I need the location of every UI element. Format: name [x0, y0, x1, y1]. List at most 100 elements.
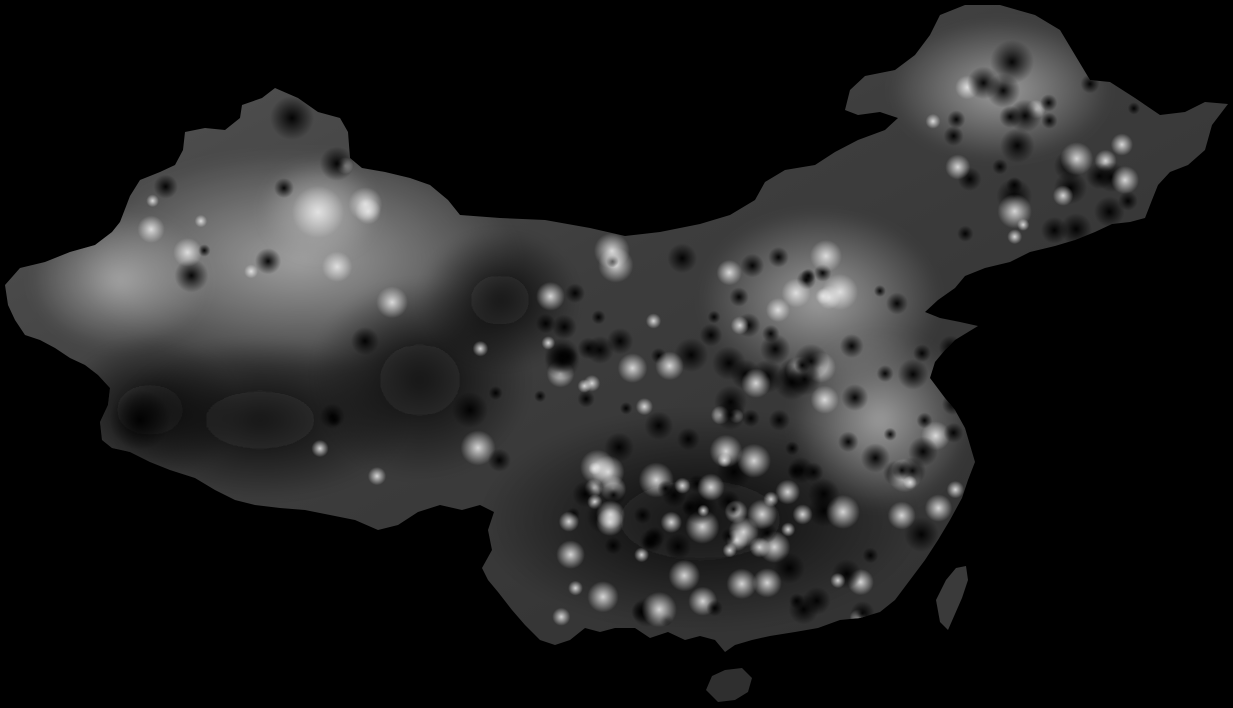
station-hotspot-low	[586, 336, 614, 364]
station-hotspot-high	[945, 154, 971, 180]
station-hotspot-low	[742, 409, 760, 428]
station-hotspot-high	[674, 477, 691, 494]
station-hotspot-low	[883, 427, 897, 441]
station-hotspot-low	[990, 40, 1034, 84]
station-hotspot-low	[535, 313, 556, 334]
station-hotspot-low	[904, 517, 939, 552]
station-hotspot-low	[897, 358, 929, 390]
station-hotspot-low	[644, 411, 674, 441]
station-hotspot-low	[664, 533, 692, 560]
station-hotspot-high	[641, 591, 677, 628]
station-hotspot-low	[768, 409, 790, 431]
station-hotspot-low	[740, 253, 765, 278]
station-hotspot-low	[1127, 102, 1141, 115]
station-hotspot-high	[1110, 133, 1133, 156]
station-hotspot-high	[717, 453, 732, 468]
station-hotspot-high	[596, 508, 624, 536]
station-hotspot-low	[577, 390, 595, 408]
station-hotspot-low	[706, 599, 723, 617]
station-hotspot-high	[781, 278, 811, 308]
station-hotspot-high	[775, 479, 801, 505]
station-hotspot-low	[768, 246, 789, 268]
station-hotspot-low	[174, 258, 209, 293]
station-hotspot-high	[355, 198, 382, 225]
station-hotspot-low	[255, 248, 282, 275]
station-hotspot-high	[617, 353, 648, 383]
station-hotspot-high	[660, 511, 682, 533]
station-hotspot-low	[785, 441, 800, 456]
station-hotspot-high	[635, 398, 654, 416]
station-hotspot-high	[587, 581, 619, 613]
station-hotspot-low	[552, 314, 577, 340]
station-hotspot-high	[367, 467, 387, 486]
station-hotspot-low	[788, 594, 819, 625]
station-hotspot-high	[697, 504, 710, 517]
station-hotspot-low	[943, 126, 964, 146]
station-hotspot-low	[110, 390, 170, 450]
station-hotspot-low	[999, 105, 1022, 128]
station-hotspot-low	[681, 499, 698, 516]
station-hotspot-high	[716, 259, 742, 286]
station-hotspot-low	[788, 363, 821, 396]
station-hotspot-low	[1094, 196, 1125, 228]
station-hotspot-high	[594, 233, 630, 269]
station-hotspot-high	[737, 443, 771, 478]
station-hotspot-low	[534, 390, 547, 403]
station-hotspot-high	[1060, 142, 1094, 176]
station-hotspot-high	[822, 274, 858, 310]
station-hotspot-high	[137, 215, 165, 243]
station-hotspot-high	[577, 379, 592, 393]
station-hotspot-low	[726, 502, 741, 517]
station-hotspot-high	[173, 238, 203, 267]
station-hotspot-high	[697, 473, 725, 501]
station-hotspot-low	[787, 457, 815, 484]
station-hotspot-high	[568, 580, 583, 596]
station-hotspot-high	[766, 298, 790, 322]
station-hotspot-high	[1007, 229, 1023, 245]
station-hotspot-low	[876, 365, 894, 383]
station-hotspot-low	[487, 448, 511, 472]
station-hotspot-low	[729, 287, 749, 307]
station-hotspot-high	[730, 316, 750, 335]
station-hotspot-low	[699, 323, 723, 347]
station-hotspot-low	[715, 399, 746, 431]
station-hotspot-low	[1041, 112, 1058, 129]
station-hotspot-low	[873, 285, 886, 297]
station-hotspot-low	[677, 427, 700, 451]
station-hotspot-low	[839, 334, 864, 358]
station-hotspot-high	[946, 480, 965, 499]
station-hotspot-low	[657, 480, 674, 497]
station-hotspot-low	[943, 422, 964, 443]
station-hotspot-high	[668, 559, 701, 592]
station-hotspot-high	[292, 186, 344, 238]
hainan-island-shape	[706, 668, 752, 702]
station-hotspot-low	[886, 292, 908, 315]
station-hotspot-low	[641, 534, 657, 550]
station-hotspot-high	[810, 385, 839, 414]
station-hotspot-high	[728, 516, 759, 548]
station-hotspot-high	[645, 313, 662, 329]
station-hotspot-high	[536, 281, 565, 311]
station-hotspot-low	[667, 243, 698, 274]
station-hotspot-low	[270, 96, 314, 140]
station-hotspot-low	[862, 547, 879, 564]
station-hotspot-high	[146, 194, 159, 208]
station-hotspot-low	[913, 344, 931, 363]
station-hotspot-high	[792, 504, 813, 525]
station-hotspot-low	[762, 324, 780, 343]
station-hotspot-high	[244, 264, 258, 279]
station-hotspot-low	[1006, 176, 1023, 194]
station-hotspot-low	[153, 174, 178, 199]
station-hotspot-high	[722, 543, 737, 558]
station-hotspot-low	[565, 283, 585, 304]
station-hotspot-high	[997, 194, 1032, 229]
station-hotspot-high	[1052, 185, 1074, 206]
station-hotspot-high	[558, 511, 580, 532]
station-hotspot-low	[327, 412, 342, 427]
station-hotspot-low	[712, 346, 746, 381]
station-hotspot-low	[860, 443, 891, 473]
station-hotspot-low	[488, 386, 503, 400]
station-hotspot-high	[552, 607, 571, 626]
